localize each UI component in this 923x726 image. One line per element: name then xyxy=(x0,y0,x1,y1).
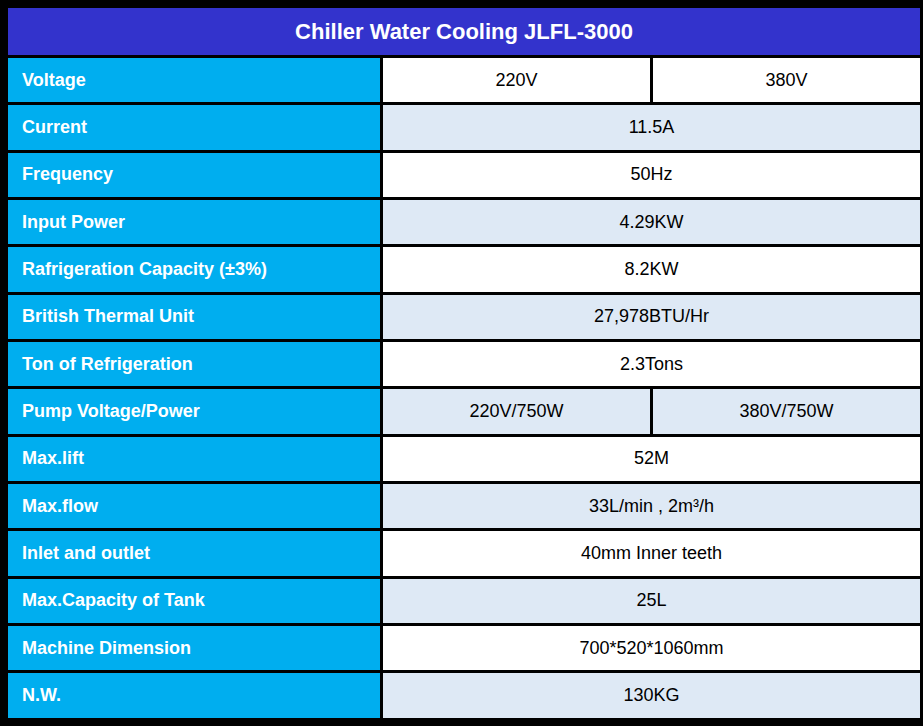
spec-value-frequency: 50Hz xyxy=(382,151,922,198)
spec-value-voltage-1: 220V xyxy=(382,57,652,104)
spec-value-current: 11.5A xyxy=(382,104,922,151)
spec-label-ton-of-refrigeration: Ton of Refrigeration xyxy=(7,341,382,388)
spec-value-inlet-outlet: 40mm Inner teeth xyxy=(382,530,922,577)
table-row: Max.lift 52M xyxy=(7,435,922,482)
table-row: Inlet and outlet 40mm Inner teeth xyxy=(7,530,922,577)
spec-label-current: Current xyxy=(7,104,382,151)
spec-value-refrigeration-capacity: 8.2KW xyxy=(382,246,922,293)
table-row: British Thermal Unit 27,978BTU/Hr xyxy=(7,293,922,340)
spec-value-max-flow: 33L/min , 2m³/h xyxy=(382,483,922,530)
spec-label-input-power: Input Power xyxy=(7,199,382,246)
spec-value-ton-of-refrigeration: 2.3Tons xyxy=(382,341,922,388)
spec-value-machine-dimension: 700*520*1060mm xyxy=(382,625,922,672)
spec-label-pump-voltage-power: Pump Voltage/Power xyxy=(7,388,382,435)
spec-value-tank-capacity: 25L xyxy=(382,577,922,624)
spec-label-machine-dimension: Machine Dimension xyxy=(7,625,382,672)
spec-label-max-flow: Max.flow xyxy=(7,483,382,530)
table-row: N.W. 130KG xyxy=(7,672,922,720)
spec-label-voltage: Voltage xyxy=(7,57,382,104)
spec-label-refrigeration-capacity: Rafrigeration Capacity (±3%) xyxy=(7,246,382,293)
spec-table: Chiller Water Cooling JLFL-3000 Voltage … xyxy=(5,5,923,721)
table-row: Rafrigeration Capacity (±3%) 8.2KW xyxy=(7,246,922,293)
table-row: Ton of Refrigeration 2.3Tons xyxy=(7,341,922,388)
spec-value-input-power: 4.29KW xyxy=(382,199,922,246)
spec-label-tank-capacity: Max.Capacity of Tank xyxy=(7,577,382,624)
table-row: Machine Dimension 700*520*1060mm xyxy=(7,625,922,672)
spec-sheet: Chiller Water Cooling JLFL-3000 Voltage … xyxy=(0,0,923,726)
table-row: Max.Capacity of Tank 25L xyxy=(7,577,922,624)
table-row: Input Power 4.29KW xyxy=(7,199,922,246)
table-row: Pump Voltage/Power 220V/750W 380V/750W xyxy=(7,388,922,435)
page-title: Chiller Water Cooling JLFL-3000 xyxy=(7,7,922,57)
spec-value-max-lift: 52M xyxy=(382,435,922,482)
spec-value-voltage-2: 380V xyxy=(652,57,922,104)
table-row: Frequency 50Hz xyxy=(7,151,922,198)
spec-label-max-lift: Max.lift xyxy=(7,435,382,482)
spec-label-frequency: Frequency xyxy=(7,151,382,198)
spec-value-btu: 27,978BTU/Hr xyxy=(382,293,922,340)
title-row: Chiller Water Cooling JLFL-3000 xyxy=(7,7,922,57)
spec-value-net-weight: 130KG xyxy=(382,672,922,720)
table-row: Voltage 220V 380V xyxy=(7,57,922,104)
table-row: Max.flow 33L/min , 2m³/h xyxy=(7,483,922,530)
spec-label-net-weight: N.W. xyxy=(7,672,382,720)
spec-value-pump-1: 220V/750W xyxy=(382,388,652,435)
spec-label-btu: British Thermal Unit xyxy=(7,293,382,340)
spec-label-inlet-outlet: Inlet and outlet xyxy=(7,530,382,577)
spec-value-pump-2: 380V/750W xyxy=(652,388,922,435)
table-row: Current 11.5A xyxy=(7,104,922,151)
